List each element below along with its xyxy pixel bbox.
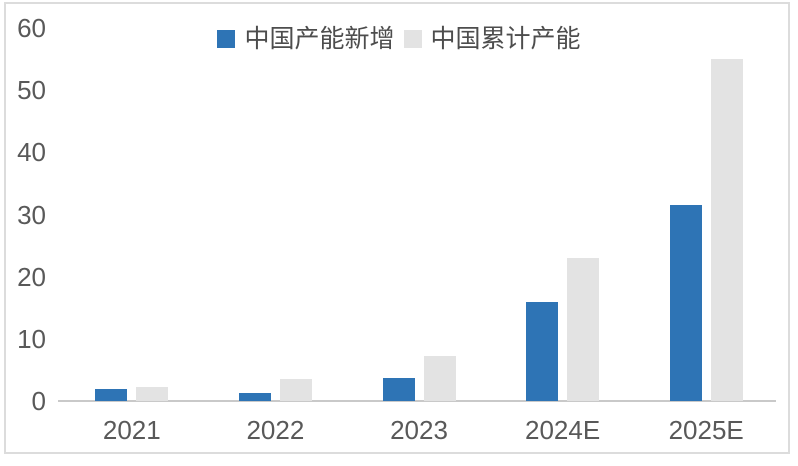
y-tick-label: 0 bbox=[31, 386, 46, 416]
bar-cumulative-capacity-2025E bbox=[710, 59, 743, 401]
y-tick-label: 50 bbox=[17, 75, 46, 106]
chart-legend: 中国产能新增 中国累计产能 bbox=[0, 25, 798, 53]
legend-swatch-cumulative-capacity bbox=[403, 30, 422, 48]
x-tick-label: 2021 bbox=[102, 415, 161, 445]
legend-item-new-capacity: 中国产能新增 bbox=[217, 25, 395, 53]
y-tick-label: 10 bbox=[17, 323, 46, 354]
bar-cumulative-capacity-2023 bbox=[423, 356, 456, 401]
legend-label: 中国累计产能 bbox=[430, 25, 581, 53]
bar-cumulative-capacity-2022 bbox=[279, 379, 312, 401]
x-axis-line bbox=[58, 400, 776, 402]
legend-swatch-new-capacity bbox=[217, 30, 236, 48]
x-tick-label: 2025E bbox=[668, 415, 744, 445]
bar-cumulative-capacity-2021 bbox=[136, 387, 169, 401]
y-tick-label: 20 bbox=[17, 261, 46, 292]
bar-new-capacity-2024E bbox=[526, 301, 559, 401]
bar-cumulative-capacity-2024E bbox=[567, 258, 600, 401]
bar-new-capacity-2023 bbox=[382, 377, 415, 401]
y-tick-label: 40 bbox=[17, 137, 46, 168]
x-tick-label: 2022 bbox=[246, 415, 305, 445]
y-tick-label: 60 bbox=[17, 13, 46, 43]
legend-label: 中国产能新增 bbox=[244, 25, 395, 53]
legend-item-cumulative-capacity: 中国累计产能 bbox=[403, 25, 581, 53]
bar-new-capacity-2025E bbox=[669, 205, 702, 401]
x-tick-label: 2023 bbox=[390, 415, 448, 445]
bar-new-capacity-2021 bbox=[95, 388, 128, 401]
y-tick-label: 30 bbox=[17, 199, 46, 230]
bar-new-capacity-2022 bbox=[238, 392, 271, 401]
x-tick-label: 2024E bbox=[525, 415, 601, 445]
